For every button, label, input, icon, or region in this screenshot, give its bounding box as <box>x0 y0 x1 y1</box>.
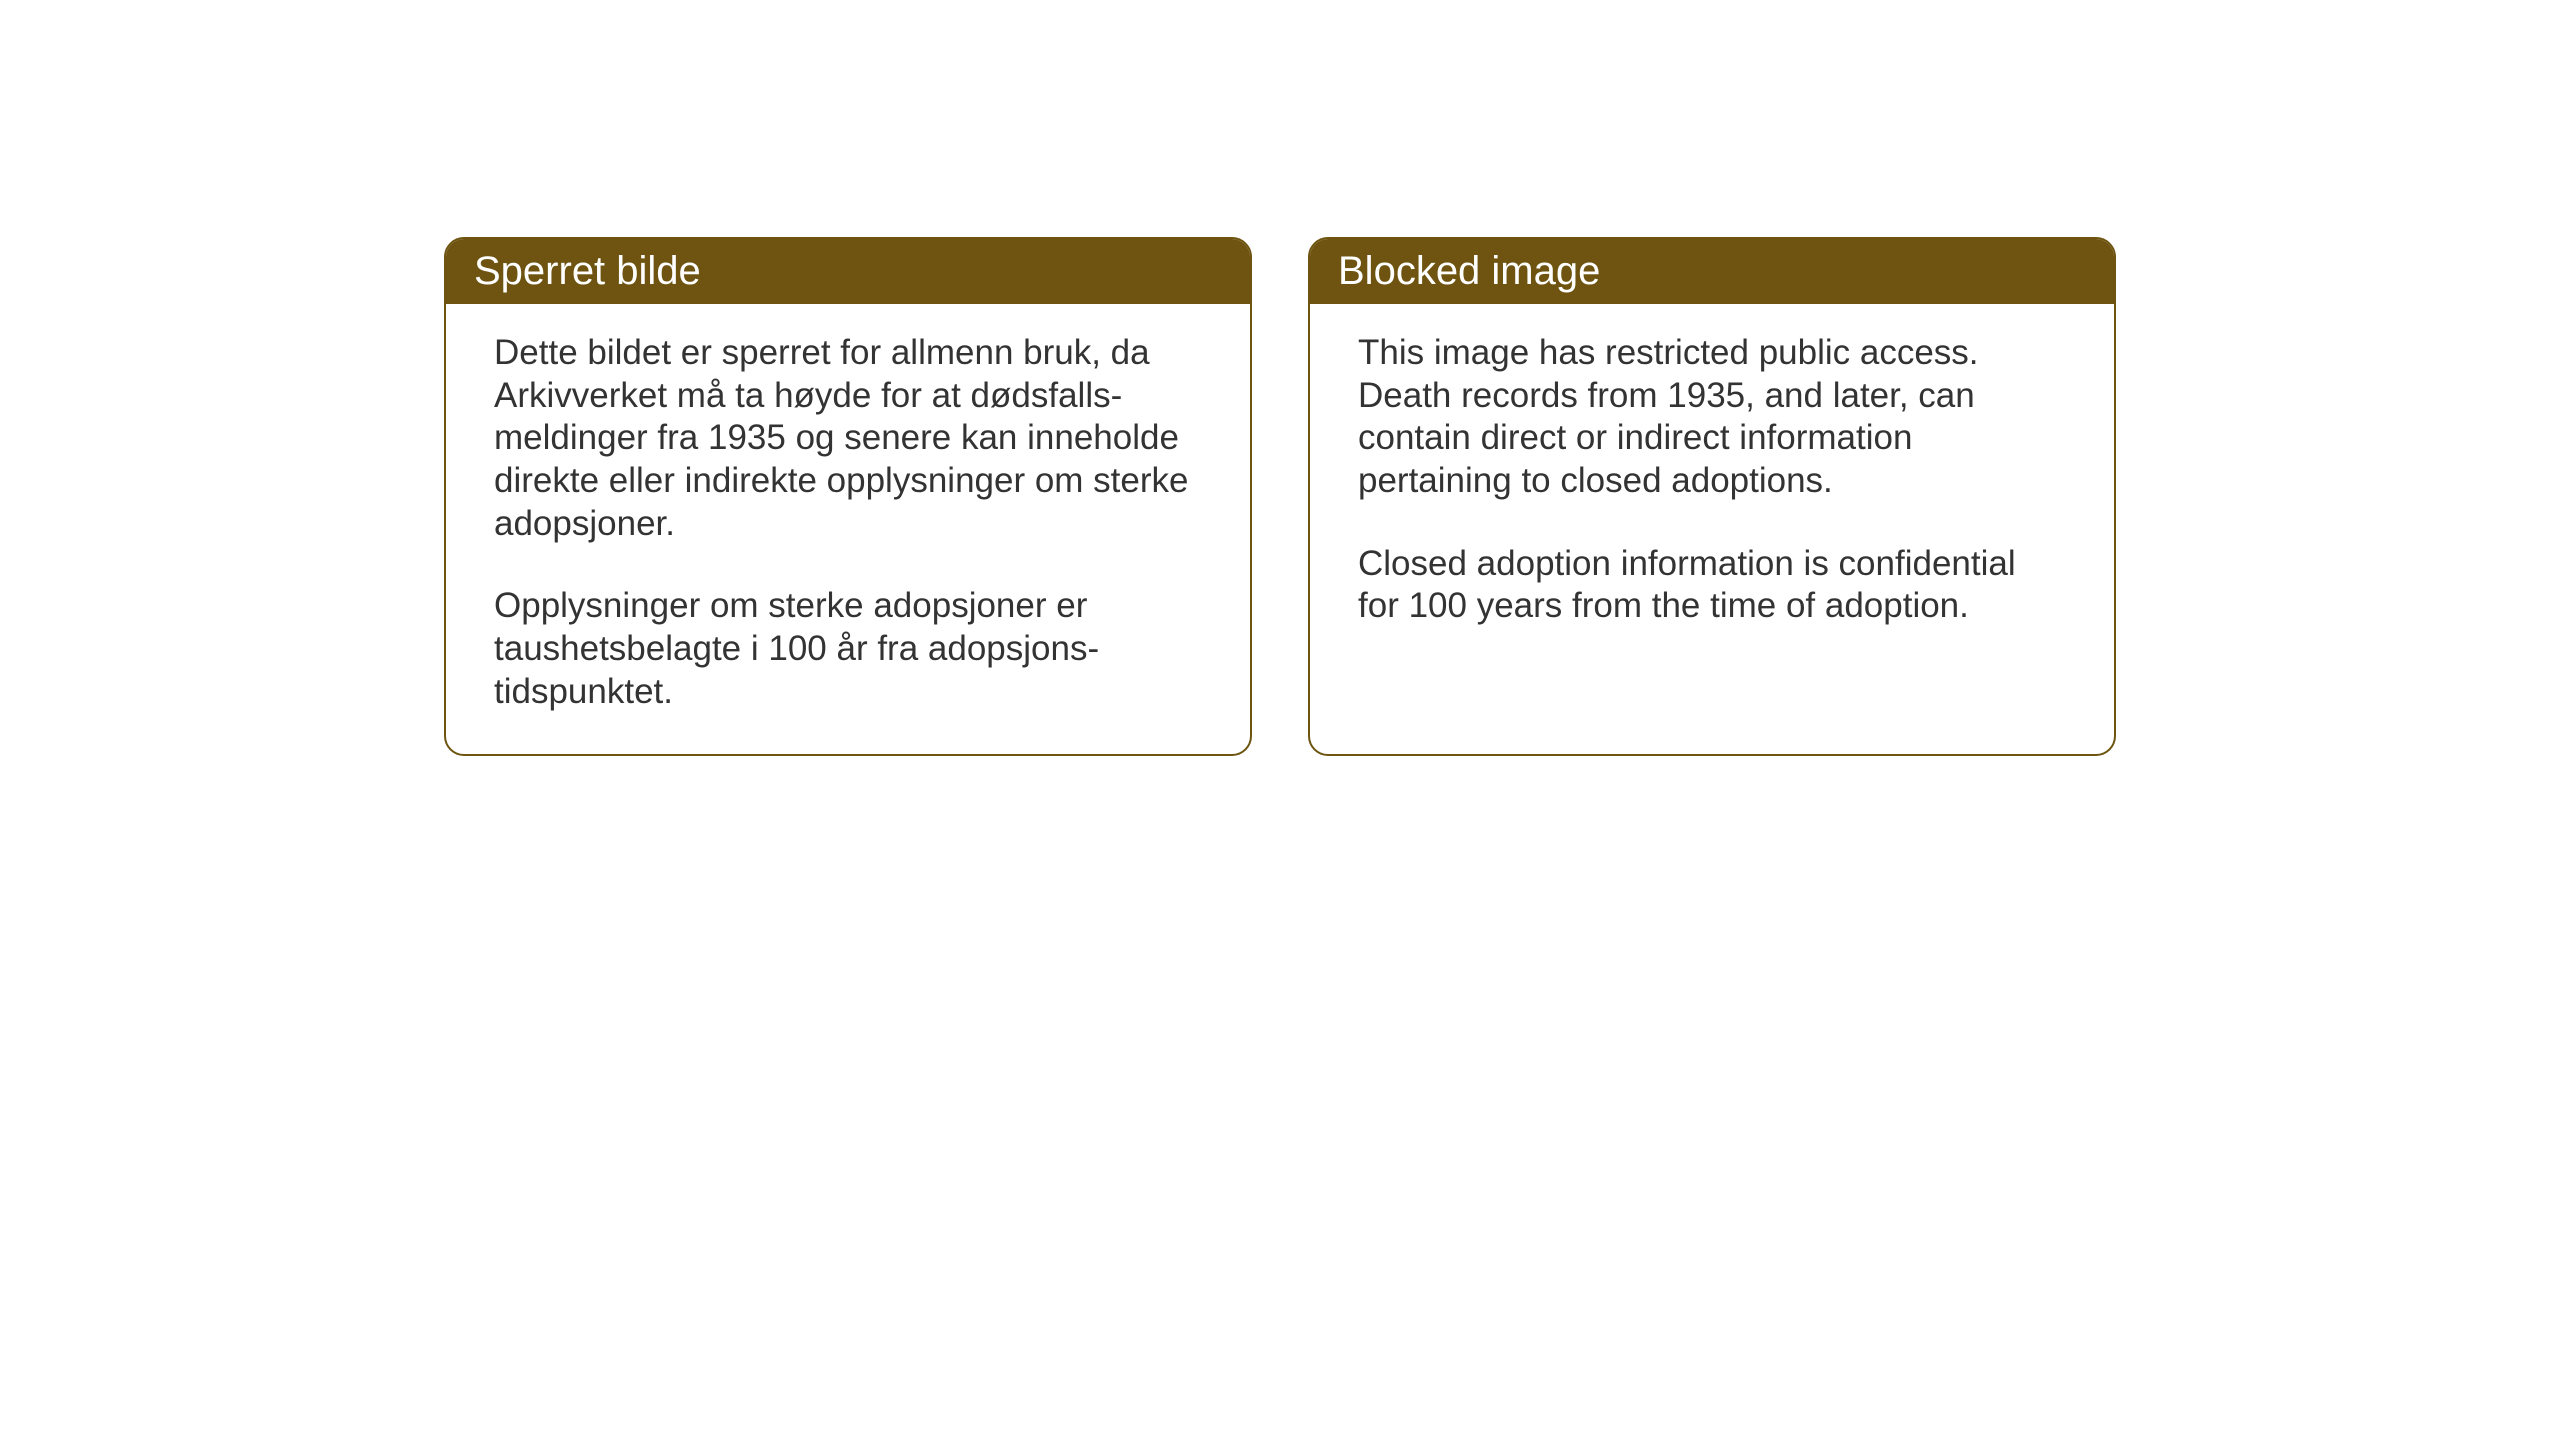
notice-card-norwegian: Sperret bilde Dette bildet er sperret fo… <box>444 237 1252 756</box>
notice-card-english: Blocked image This image has restricted … <box>1308 237 2116 756</box>
paragraph-2-norwegian: Opplysninger om sterke adopsjoner er tau… <box>494 585 1202 713</box>
paragraph-1-english: This image has restricted public access.… <box>1358 332 2066 503</box>
header-title-english: Blocked image <box>1338 249 1600 293</box>
card-header-norwegian: Sperret bilde <box>446 239 1250 304</box>
header-title-norwegian: Sperret bilde <box>474 249 701 293</box>
paragraph-2-english: Closed adoption information is confident… <box>1358 543 2066 628</box>
notice-container: Sperret bilde Dette bildet er sperret fo… <box>444 237 2116 756</box>
card-body-english: This image has restricted public access.… <box>1310 304 2114 744</box>
paragraph-1-norwegian: Dette bildet er sperret for allmenn bruk… <box>494 332 1202 545</box>
card-header-english: Blocked image <box>1310 239 2114 304</box>
card-body-norwegian: Dette bildet er sperret for allmenn bruk… <box>446 304 1250 754</box>
